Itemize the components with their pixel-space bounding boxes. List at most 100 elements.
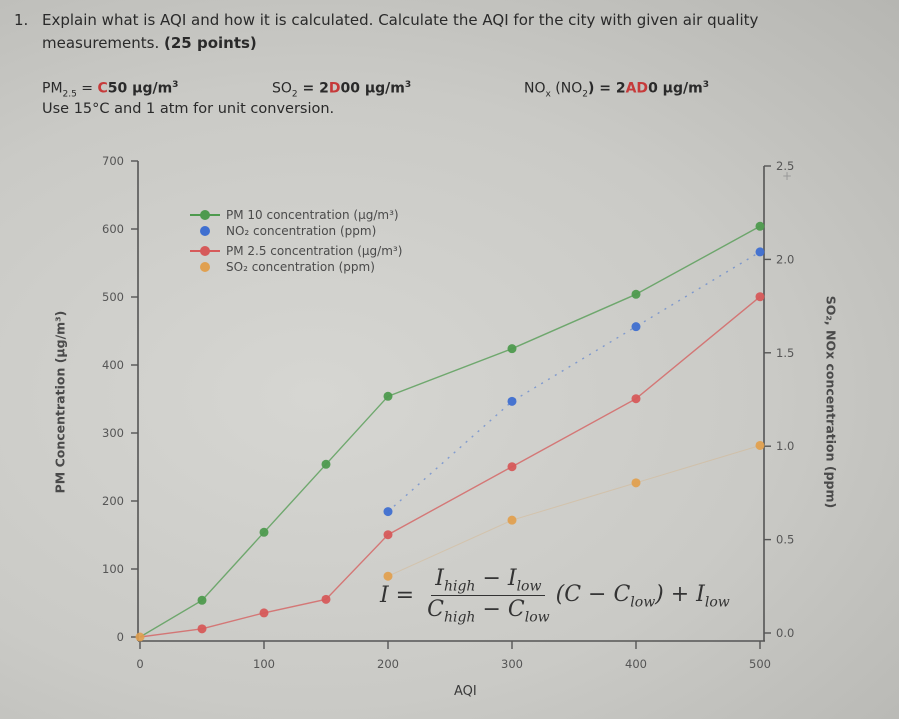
nox-sub: x — [545, 89, 551, 100]
given-nox: NOx (NO2) = 2AD0 µg/m3 — [524, 80, 709, 99]
nox-paren-sub: 2 — [582, 89, 588, 100]
y-tick-label: 400 — [102, 358, 124, 372]
x-tick-label: 100 — [253, 657, 275, 671]
y2-tick-label: 0.0 — [776, 626, 794, 640]
formula-rhs: (C − Clow) + Ilow — [555, 581, 730, 611]
legend-marker-pm10 — [190, 209, 220, 221]
legend-item-no2: NO₂ concentration (ppm) — [190, 223, 402, 239]
y2-tick-label: 1.0 — [776, 439, 794, 453]
series-line-0 — [139, 225, 761, 638]
data-point — [197, 624, 207, 634]
chart-legend: PM 10 concentration (µg/m³) NO₂ concentr… — [190, 207, 402, 275]
pm25-value: 50 µg/m — [107, 80, 173, 97]
data-point — [631, 478, 641, 488]
nox-eq: ) = 2 — [587, 80, 626, 97]
data-point — [259, 608, 269, 618]
data-point — [755, 440, 765, 450]
pm25-eq: = — [76, 80, 98, 97]
legend-label-pm25: PM 2.5 concentration (µg/m³) — [226, 244, 403, 258]
x-tick-label: 200 — [377, 657, 399, 671]
data-point — [197, 595, 207, 605]
y-tick-label: 700 — [102, 154, 124, 168]
legend-marker-pm25 — [190, 245, 220, 257]
pm25-var: C — [97, 80, 108, 97]
data-point — [507, 344, 517, 354]
question-text-line1: Explain what is AQI and how it is calcul… — [42, 11, 759, 29]
x-tick-label: 0 — [136, 657, 143, 671]
question-text-line2-part: measurements. — [42, 34, 164, 52]
origin-point — [135, 632, 145, 642]
y-tick-label: 500 — [102, 290, 124, 304]
so2-sub: 2 — [291, 89, 298, 100]
nox-label: NO — [524, 80, 546, 97]
nox-paren: (NO — [550, 80, 583, 97]
data-point — [755, 221, 765, 231]
plus-marker: + — [782, 169, 792, 183]
legend-marker-no2 — [190, 225, 220, 237]
so2-cube: 3 — [404, 80, 412, 90]
data-point — [383, 571, 393, 581]
data-point — [631, 394, 641, 404]
y-tick-label: 300 — [102, 426, 124, 440]
data-point — [321, 594, 331, 604]
aqi-formula: I = Ihigh − Ilow Chigh − Clow (C − Clow)… — [380, 566, 730, 626]
nox-var: AD — [625, 80, 649, 97]
so2-eq: = 2 — [297, 80, 329, 97]
y2-tick-label: 2.5 — [776, 159, 794, 173]
data-point — [383, 507, 393, 517]
formula-denominator: Chigh − Clow — [427, 597, 550, 626]
y2-tick-label: 2.0 — [776, 252, 794, 266]
x-tick-label: 400 — [625, 657, 647, 671]
series-line-1 — [387, 251, 761, 513]
question-points: (25 points) — [164, 34, 257, 52]
y-axis-left-label: PM Concentration (µg/m³) — [52, 310, 68, 494]
so2-label: SO — [272, 80, 292, 97]
series-line-3 — [387, 445, 761, 577]
so2-value: 00 µg/m — [340, 80, 405, 97]
data-point — [383, 391, 393, 401]
formula-numerator: Ihigh − Ilow — [431, 566, 546, 597]
data-point — [321, 459, 331, 469]
legend-marker-so2 — [190, 261, 220, 273]
nox-cube: 3 — [702, 80, 709, 90]
legend-item-pm10: PM 10 concentration (µg/m³) — [190, 207, 402, 223]
nox-value: 0 µg/m — [648, 80, 703, 97]
data-point — [631, 289, 641, 299]
pm25-cube: 3 — [172, 80, 179, 90]
data-point — [755, 247, 765, 257]
y-tick-label: 0 — [117, 630, 124, 644]
legend-item-pm25: PM 2.5 concentration (µg/m³) — [190, 243, 402, 259]
x-tick-label: 300 — [501, 657, 523, 671]
so2-var: D — [328, 80, 341, 97]
pm25-sub: 2.5 — [62, 89, 77, 100]
formula-fraction: Ihigh − Ilow Chigh − Clow — [423, 566, 553, 626]
data-point — [755, 292, 765, 302]
given-so2: SO2 = 2D00 µg/m3 — [272, 80, 411, 99]
series-line-2 — [139, 296, 761, 638]
legend-label-so2: SO₂ concentration (ppm) — [226, 260, 375, 274]
question-number: 1. — [14, 11, 29, 29]
y-tick-label: 100 — [102, 562, 124, 576]
data-point — [259, 527, 269, 537]
y-tick-label: 600 — [102, 222, 124, 236]
data-point — [507, 396, 517, 406]
data-point — [507, 462, 517, 472]
legend-label-pm10: PM 10 concentration (µg/m³) — [226, 208, 399, 222]
data-point — [507, 515, 517, 525]
data-point — [631, 322, 641, 332]
x-tick-label: 500 — [749, 657, 771, 671]
question-text-line2: measurements. (25 points) — [42, 34, 257, 52]
legend-label-no2: NO₂ concentration (ppm) — [226, 224, 377, 238]
legend-item-so2: SO₂ concentration (ppm) — [190, 259, 402, 275]
unit-conversion-note: Use 15°C and 1 atm for unit conversion. — [42, 101, 335, 117]
y2-tick-label: 1.5 — [776, 346, 794, 360]
data-point — [383, 530, 393, 540]
y2-tick-label: 0.5 — [776, 533, 794, 547]
given-pm25: PM2.5 = C50 µg/m3 — [42, 80, 178, 99]
pm25-label: PM — [42, 80, 63, 97]
x-axis-label: AQI — [454, 684, 477, 699]
y-axis-right-label: SO₂, NOx concentration (ppm) — [823, 295, 839, 509]
y-tick-label: 200 — [102, 494, 124, 508]
formula-lhs: I = — [380, 583, 422, 609]
